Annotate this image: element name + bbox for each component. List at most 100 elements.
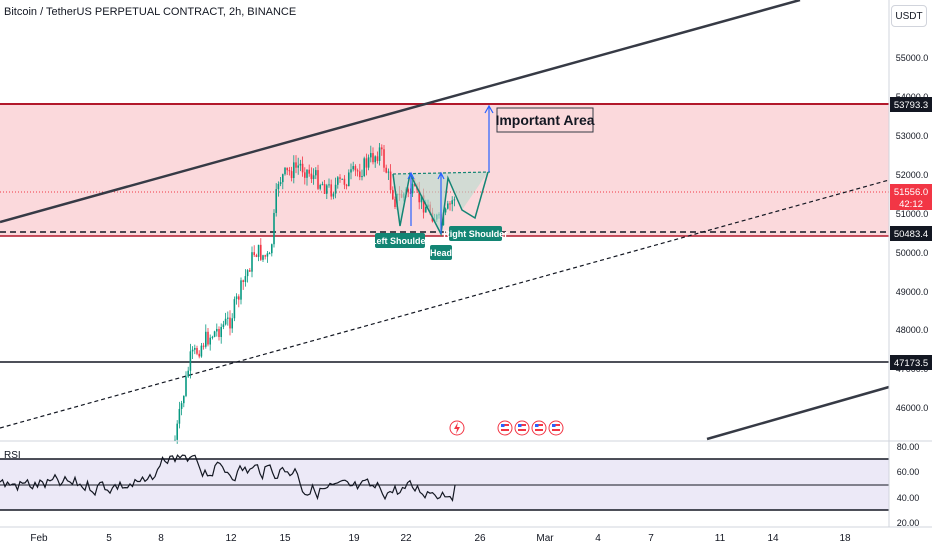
- candle-body: [209, 337, 211, 345]
- candle-body: [174, 439, 176, 441]
- us-flag-event-icon[interactable]: [514, 420, 530, 436]
- horizontal-price-tag[interactable]: 47173.5: [890, 355, 932, 370]
- time-tick-label: 26: [474, 533, 486, 544]
- candle-body: [350, 169, 352, 173]
- candle-body: [288, 170, 291, 172]
- candle-body: [178, 408, 181, 424]
- price-tick-label: 48000.0: [896, 325, 929, 335]
- resistance-price-tag[interactable]: 53793.3: [890, 97, 932, 112]
- candle-body: [451, 200, 453, 205]
- candle-body: [367, 157, 370, 168]
- candle-body: [213, 331, 216, 337]
- candle-body: [176, 423, 178, 440]
- candle-body: [266, 253, 269, 257]
- important-area-label: Important Area: [495, 112, 594, 128]
- candle-body: [326, 185, 328, 194]
- candle-body: [361, 176, 363, 178]
- candle-body: [370, 153, 372, 158]
- price-tick-label: 49000.0: [896, 287, 929, 297]
- candle-body: [183, 395, 185, 404]
- candle-body: [392, 189, 394, 200]
- candle-body: [425, 207, 427, 213]
- candle-body: [260, 244, 262, 260]
- neckline[interactable]: [392, 171, 491, 175]
- svg-text:53793.3: 53793.3: [894, 100, 928, 111]
- time-tick-label: 14: [767, 533, 779, 544]
- rsi-axis[interactable]: 80.00 60.00 40.00 20.00: [897, 442, 920, 528]
- us-flag-event-icon[interactable]: [497, 420, 513, 436]
- candle-body: [227, 317, 229, 319]
- time-axis[interactable]: Feb 5 8 12 15 19 22 26 Mar 4 7 11 14 18: [30, 533, 851, 544]
- resistance-zone[interactable]: [0, 104, 889, 236]
- rsi-tick-label: 20.00: [897, 518, 920, 528]
- candle-body: [194, 348, 196, 350]
- candle-body: [196, 348, 198, 354]
- rsi-tick-label: 60.00: [897, 467, 920, 477]
- time-tick-label: 15: [279, 533, 291, 544]
- head-box[interactable]: [430, 245, 452, 260]
- candle-body: [271, 244, 273, 254]
- current-price-tag[interactable]: 51556.0 42:12: [890, 184, 932, 210]
- candle-body: [229, 317, 231, 329]
- candle-body: [328, 184, 330, 186]
- price-tick-label: 46000.0: [896, 403, 929, 413]
- right-shoulder-label: Right Shoulder: [443, 229, 508, 239]
- candle-body: [293, 162, 295, 179]
- candle-body: [317, 170, 319, 189]
- candle-body: [319, 185, 321, 189]
- pattern-outline[interactable]: [392, 171, 489, 237]
- important-area-box[interactable]: [496, 107, 594, 133]
- us-flag-event-icon[interactable]: [548, 420, 564, 436]
- candle-body: [299, 163, 302, 166]
- upper-trend-line[interactable]: [0, 0, 801, 224]
- price-tick-label: 51000.0: [896, 209, 929, 219]
- candle-body: [312, 175, 315, 180]
- candle-body: [359, 171, 361, 178]
- candle-body: [268, 253, 271, 255]
- time-tick-label: 22: [400, 533, 412, 544]
- candle-body: [205, 331, 207, 347]
- candle-body: [332, 193, 335, 197]
- candle-body: [246, 270, 249, 277]
- candle-body: [345, 184, 348, 187]
- candle-body: [264, 255, 266, 257]
- candle-body: [185, 376, 187, 396]
- candle-body: [341, 178, 343, 180]
- candle-body: [356, 170, 359, 172]
- support-price-tag[interactable]: 50483.4: [890, 226, 932, 241]
- candle-body: [354, 166, 357, 171]
- svg-text:47173.5: 47173.5: [894, 358, 928, 369]
- candle-body: [365, 158, 368, 168]
- candle-body: [220, 326, 222, 337]
- target-arrow-2-head: [437, 171, 445, 180]
- candle-body: [273, 212, 275, 245]
- candle-body: [376, 156, 379, 161]
- candle-body: [240, 280, 242, 300]
- candle-body: [308, 169, 310, 174]
- flash-event-icon[interactable]: [449, 420, 465, 436]
- candle-body: [282, 174, 284, 183]
- candle-body: [330, 184, 332, 197]
- price-tick-label: 53000.0: [896, 131, 929, 141]
- candle-body: [244, 276, 247, 282]
- price-tick-label: 52000.0: [896, 170, 929, 180]
- candle-body: [211, 336, 214, 338]
- time-tick-label: 12: [225, 533, 237, 544]
- candle-body: [233, 299, 236, 319]
- right-shoulder-box[interactable]: [449, 226, 502, 241]
- candle-body: [216, 328, 218, 332]
- us-flag-event-icon[interactable]: [531, 420, 547, 436]
- candle-body: [253, 252, 255, 256]
- left-shoulder-box[interactable]: [375, 233, 425, 248]
- lower-trend-line[interactable]: [706, 385, 890, 441]
- rsi-tick-label: 80.00: [897, 442, 920, 452]
- rsi-line[interactable]: [0, 454, 456, 503]
- candle-body: [315, 170, 317, 176]
- candle-body: [339, 177, 341, 179]
- candle-body: [420, 195, 423, 203]
- candle-body: [411, 183, 414, 194]
- currency-button[interactable]: USDT: [891, 5, 927, 27]
- candle-body: [449, 203, 451, 205]
- candle-body: [352, 166, 354, 170]
